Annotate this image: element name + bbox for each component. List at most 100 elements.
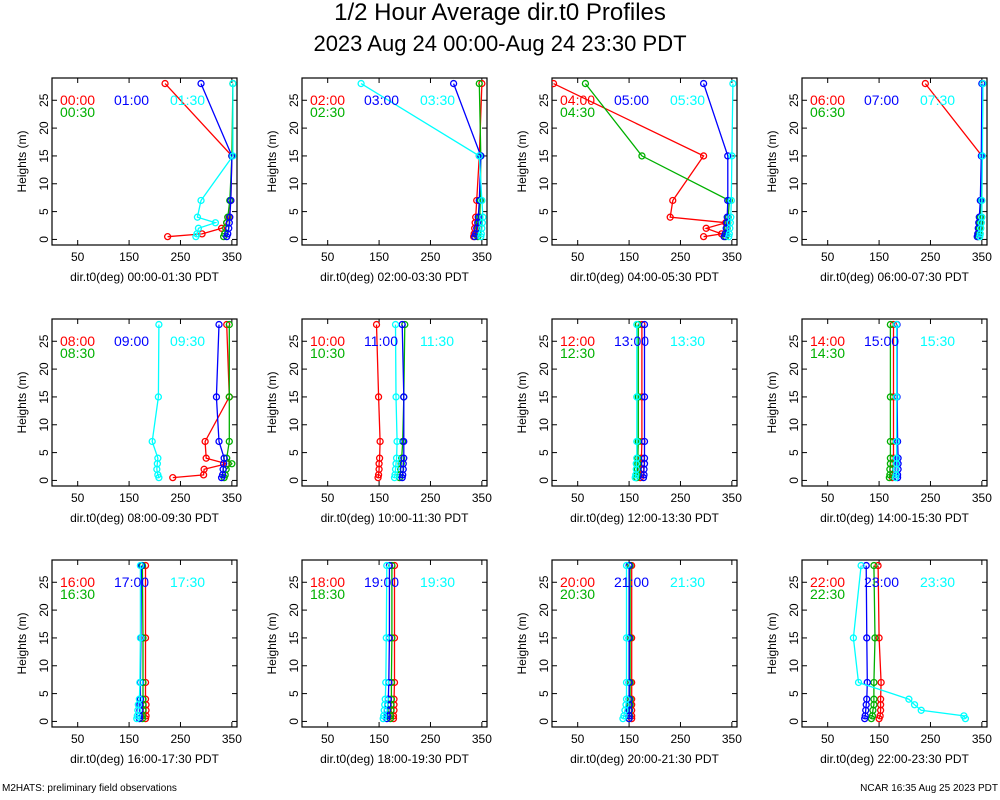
data-point — [910, 701, 919, 709]
data-point — [154, 454, 162, 462]
x-axis-label: dir.t0(deg) 16:00-17:30 PDT — [70, 752, 219, 766]
data-point — [225, 320, 233, 329]
x-tick-label: 150 — [869, 250, 889, 264]
x-tick-label: 50 — [321, 491, 335, 505]
y-tick-label: 0 — [787, 477, 801, 484]
plot-frame — [51, 559, 238, 728]
y-tick-label: 20 — [287, 603, 301, 617]
x-axis-label: dir.t0(deg) 00:00-01:30 PDT — [70, 270, 219, 284]
plot-frame — [801, 77, 988, 246]
data-point — [638, 152, 646, 160]
legend-label: 09:00 — [114, 333, 149, 349]
profile-panel: 50 150 250 350 0 5 10 15 20 25 dir.t0(deg) 02:00-0… — [265, 77, 492, 284]
data-point — [622, 695, 631, 703]
data-point — [391, 320, 400, 329]
data-point — [699, 232, 708, 241]
y-tick-label: 10 — [37, 418, 51, 432]
legend-label: 02:00 — [310, 92, 345, 108]
data-point — [960, 712, 968, 720]
y-axis-label: Heights (m) — [15, 612, 29, 674]
data-point — [393, 437, 401, 446]
x-axis-label: dir.t0(deg) 02:00-03:30 PDT — [320, 270, 469, 284]
data-point — [631, 473, 639, 482]
legend-label: 12:30 — [560, 345, 595, 361]
data-point — [871, 634, 879, 642]
data-point — [857, 561, 865, 570]
x-tick-label: 350 — [972, 732, 992, 746]
y-tick-label: 5 — [37, 690, 51, 697]
data-point — [729, 79, 737, 88]
data-point — [398, 320, 406, 329]
y-tick-label: 5 — [787, 449, 801, 456]
series-line — [852, 565, 966, 719]
series-group — [631, 320, 649, 482]
data-point — [699, 79, 708, 88]
data-point — [400, 454, 408, 462]
data-point — [854, 678, 863, 687]
series-group — [357, 79, 487, 241]
x-axis-label: dir.t0(deg) 06:00-07:30 PDT — [820, 270, 969, 284]
y-tick-label: 10 — [537, 418, 551, 432]
series-group — [148, 320, 236, 482]
data-point — [633, 320, 641, 329]
y-tick-label: 0 — [37, 718, 51, 725]
data-point — [136, 561, 145, 570]
x-tick-label: 150 — [869, 491, 889, 505]
data-point — [133, 715, 141, 723]
data-point — [379, 715, 387, 723]
data-point — [874, 561, 882, 570]
y-tick-label: 15 — [787, 390, 801, 404]
legend-label: 07:00 — [864, 92, 899, 108]
data-point — [217, 224, 226, 232]
legend-label: 21:00 — [614, 574, 649, 590]
legend-label: 11:30 — [420, 333, 454, 349]
data-point — [921, 79, 929, 88]
legend-label: 18:00 — [310, 574, 345, 590]
y-tick-label: 0 — [787, 718, 801, 725]
data-point — [976, 232, 984, 241]
y-tick-label: 20 — [537, 362, 551, 376]
x-tick-label: 150 — [869, 732, 889, 746]
y-tick-label: 5 — [787, 208, 801, 215]
legend-label: 13:30 — [670, 333, 705, 349]
legend-label: 00:00 — [60, 92, 95, 108]
y-tick-label: 5 — [287, 690, 301, 697]
series-line — [195, 83, 234, 237]
series-group — [885, 320, 902, 482]
y-tick-label: 10 — [537, 659, 551, 673]
data-point — [870, 678, 878, 687]
x-tick-label: 250 — [920, 491, 940, 505]
y-tick-label: 25 — [787, 575, 801, 589]
series-group — [379, 561, 399, 723]
footer-right-note: NCAR 16:35 Aug 25 2023 PDT — [860, 783, 998, 794]
legend-label: 18:30 — [310, 586, 345, 602]
data-point — [163, 232, 172, 241]
data-point — [229, 79, 237, 88]
y-tick-label: 10 — [287, 177, 301, 191]
data-point — [892, 393, 901, 401]
legend-label: 05:30 — [670, 92, 705, 108]
data-point — [475, 79, 483, 88]
y-tick-label: 10 — [787, 177, 801, 191]
data-point — [978, 196, 986, 205]
y-tick-label: 15 — [37, 149, 51, 163]
profile-panel: 50 150 250 350 0 5 10 15 20 25 dir.t0(deg) 04:00-0… — [515, 77, 742, 284]
legend-label: 19:30 — [420, 574, 455, 590]
y-tick-label: 5 — [787, 690, 801, 697]
x-tick-label: 150 — [369, 250, 389, 264]
data-point — [724, 152, 732, 160]
plot-frame — [301, 318, 488, 487]
x-tick-label: 50 — [321, 250, 335, 264]
x-tick-label: 350 — [472, 250, 492, 264]
x-tick-label: 350 — [222, 250, 242, 264]
data-point — [382, 634, 390, 642]
y-axis-label: Heights (m) — [265, 371, 279, 433]
plot-frame — [551, 318, 738, 487]
data-point — [727, 196, 735, 205]
y-tick-label: 25 — [287, 334, 301, 348]
x-axis-label: dir.t0(deg) 04:00-05:30 PDT — [570, 270, 719, 284]
data-point — [390, 473, 399, 482]
series-group — [161, 79, 237, 241]
y-axis-label: Heights (m) — [765, 371, 779, 433]
legend-label: 14:30 — [810, 345, 845, 361]
